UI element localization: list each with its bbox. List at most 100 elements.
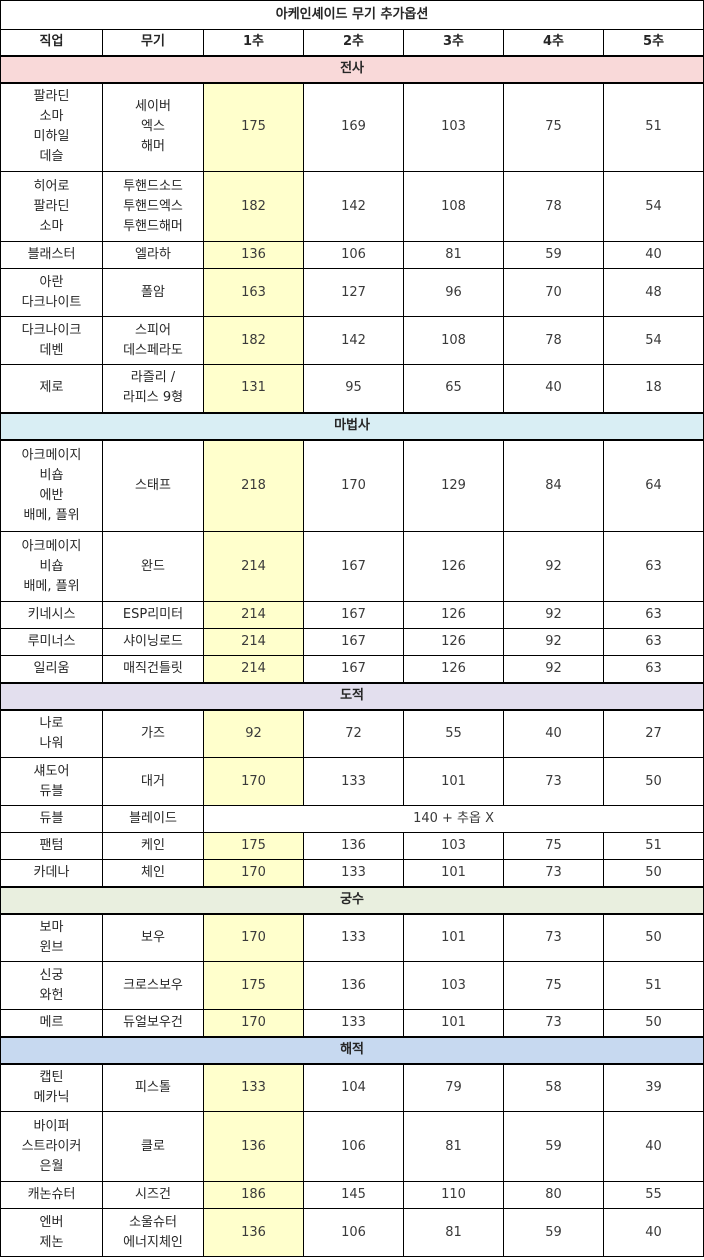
weapon-line: 투핸드소드 <box>123 178 183 194</box>
weapon-line: 데스페라도 <box>123 342 183 358</box>
job-line: 캐논슈터 <box>27 1187 76 1202</box>
header-4th-option: 4추 <box>503 29 604 56</box>
weapon-cell: 크로스보우 <box>102 961 204 1010</box>
option-2-value: 133 <box>303 913 404 962</box>
option-1-value: 186 <box>203 1181 304 1209</box>
option-2-value: 106 <box>303 1111 404 1182</box>
weapon-cell: 투핸드소드 투핸드엑스 투핸드해머 <box>102 171 204 242</box>
option-2-value: 106 <box>303 1208 404 1257</box>
job-line: 히어로 <box>33 178 70 194</box>
weapon-line: 체인 <box>141 864 165 880</box>
option-5-value: 18 <box>602 364 704 413</box>
option-2-value: 127 <box>303 268 404 317</box>
job-cell: 캡틴 메카닉 <box>0 1063 103 1112</box>
option-1-value: 175 <box>203 832 304 860</box>
job-cell: 아크메이지 비숍 에반 배메, 플위 <box>0 439 103 532</box>
option-4-value: 84 <box>503 439 604 532</box>
job-line: 팬텀 <box>39 838 64 853</box>
option-2-value: 170 <box>303 439 404 532</box>
option-3-value: 108 <box>403 316 504 365</box>
option-3-value: 126 <box>403 601 504 629</box>
weapon-cell: 피스톨 <box>102 1063 204 1112</box>
option-2-value: 133 <box>303 1009 404 1037</box>
weapon-line: 대거 <box>141 773 165 789</box>
table-row: 블래스터 엘라하 136 106 81 59 40 <box>0 241 704 269</box>
weapon-line: 클로 <box>141 1138 165 1154</box>
option-5-value: 39 <box>602 1063 704 1112</box>
job-line: 다크나이크 <box>21 322 82 338</box>
table-row: 제로 라즐리 / 라피스 9형 131 95 65 40 18 <box>0 364 704 413</box>
option-3-value: 103 <box>403 82 504 172</box>
job-line: 듀블 <box>39 783 64 799</box>
job-line: 아란 <box>39 274 64 290</box>
header-2nd-option: 2추 <box>303 29 404 56</box>
table-row: 신궁 와헌 크로스보우 175 136 103 75 51 <box>0 961 704 1010</box>
option-3-value: 79 <box>403 1063 504 1112</box>
option-4-value: 75 <box>503 961 604 1010</box>
weapon-cell: 스피어 데스페라도 <box>102 316 204 365</box>
option-4-value: 78 <box>503 316 604 365</box>
option-4-value: 92 <box>503 628 604 656</box>
option-5-value: 63 <box>602 531 704 602</box>
option-3-value: 81 <box>403 1111 504 1182</box>
weapon-line: 투핸드엑스 <box>123 198 183 214</box>
job-cell: 히어로 팔라딘 소마 <box>0 171 103 242</box>
weapon-line: 듀얼보우건 <box>123 1014 183 1030</box>
option-3-value: 103 <box>403 961 504 1010</box>
option-4-value: 40 <box>503 709 604 758</box>
weapon-line: 가즈 <box>141 725 165 741</box>
job-line: 소마 <box>39 109 64 125</box>
option-5-value: 63 <box>602 628 704 656</box>
job-line: 팔라딘 <box>33 89 70 105</box>
option-3-value: 108 <box>403 171 504 242</box>
option-2-value: 167 <box>303 531 404 602</box>
job-line: 나로 <box>39 715 64 731</box>
option-2-value: 133 <box>303 757 404 806</box>
job-cell: 루미너스 <box>0 628 103 656</box>
option-4-value: 75 <box>503 82 604 172</box>
option-1-value: 175 <box>203 82 304 172</box>
job-line: 루미너스 <box>27 634 76 649</box>
weapon-line: 블레이드 <box>129 811 177 826</box>
job-line: 미하일 <box>33 129 70 145</box>
header-row: 직업 무기 1추 2추 3추 4추 5추 <box>0 29 704 56</box>
table-row: 아란 다크나이트 폴암 163 127 96 70 48 <box>0 268 704 317</box>
weapon-line: 엑스 <box>141 119 165 135</box>
option-1-value: 214 <box>203 655 304 683</box>
option-5-value: 51 <box>602 82 704 172</box>
option-3-value: 129 <box>403 439 504 532</box>
table-row: 아크메이지 비숍 에반 배메, 플위 스태프 218 170 129 84 64 <box>0 439 704 532</box>
job-line: 윈브 <box>39 939 64 955</box>
job-line: 다크나이트 <box>21 294 82 310</box>
job-cell: 보마 윈브 <box>0 913 103 962</box>
option-4-value: 59 <box>503 241 604 269</box>
title-row: 아케인셰이드 무기 추가옵션 <box>0 0 704 30</box>
table-row: 보마 윈브 보우 170 133 101 73 50 <box>0 913 704 962</box>
option-4-value: 59 <box>503 1208 604 1257</box>
option-4-value: 73 <box>503 913 604 962</box>
weapon-cell: 가즈 <box>102 709 204 758</box>
job-cell: 엔버 제논 <box>0 1208 103 1257</box>
option-1-value: 214 <box>203 601 304 629</box>
option-4-value: 59 <box>503 1111 604 1182</box>
job-cell: 나로 나워 <box>0 709 103 758</box>
option-4-value: 75 <box>503 832 604 860</box>
job-cell: 제로 <box>0 364 103 413</box>
job-line: 메카닉 <box>33 1089 70 1105</box>
option-4-value: 78 <box>503 171 604 242</box>
option-3-value: 81 <box>403 241 504 269</box>
weapon-line: 보우 <box>141 929 165 945</box>
weapon-line: 매직건틀릿 <box>123 660 183 676</box>
weapon-line: 소울슈터 <box>129 1214 177 1230</box>
option-3-value: 126 <box>403 628 504 656</box>
job-line: 팔라딘 <box>33 198 70 214</box>
option-2-value: 72 <box>303 709 404 758</box>
option-1-value: 170 <box>203 859 304 887</box>
section-thief-header: 도적 <box>0 681 704 711</box>
section-warrior-header: 전사 <box>0 54 704 84</box>
job-line: 제논 <box>39 1234 64 1250</box>
option-2-value: 133 <box>303 859 404 887</box>
option-5-value: 55 <box>602 1181 704 1209</box>
option-5-value: 51 <box>602 832 704 860</box>
option-2-value: 104 <box>303 1063 404 1112</box>
